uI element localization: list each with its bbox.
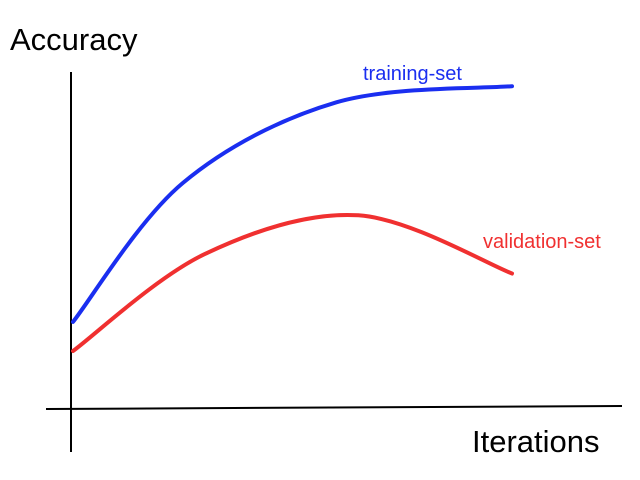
series-label-validation-set: validation-set bbox=[483, 231, 601, 253]
x-axis-title: Iterations bbox=[472, 424, 600, 459]
series-line-validation-set bbox=[71, 212, 514, 353]
x-axis bbox=[45, 405, 623, 410]
series-label-training-set: training-set bbox=[363, 63, 462, 85]
series-line-training-set bbox=[71, 84, 514, 324]
y-axis-title: Accuracy bbox=[10, 22, 138, 57]
